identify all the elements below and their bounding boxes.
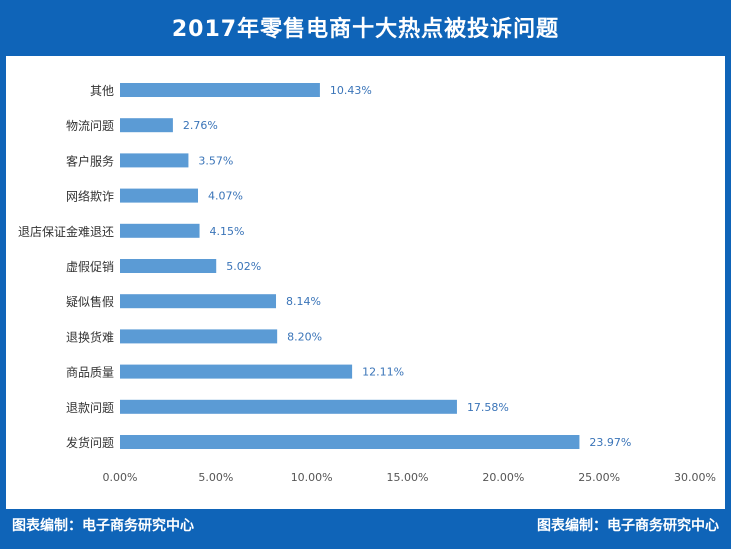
data-label: 10.43% bbox=[330, 84, 372, 97]
data-label: 5.02% bbox=[226, 260, 261, 273]
category-label: 物流问题 bbox=[66, 119, 114, 133]
chart-title: 2017年零售电商十大热点被投诉问题 bbox=[171, 17, 560, 42]
bar bbox=[120, 435, 580, 449]
data-label: 4.07% bbox=[208, 190, 243, 203]
category-label: 退款问题 bbox=[66, 401, 114, 415]
bar bbox=[120, 329, 278, 344]
bar bbox=[120, 223, 200, 238]
x-tick-label: 15.00% bbox=[387, 471, 429, 484]
data-label: 2.76% bbox=[183, 119, 218, 132]
bar bbox=[120, 118, 173, 133]
bar-chart: 其他 10.43% 物流问题 2.76% 客户服务 3.57% 网络欺诈 4.07% 退店保证金… bbox=[18, 83, 716, 484]
data-label: 12.11% bbox=[362, 366, 404, 379]
data-label: 4.15% bbox=[210, 225, 245, 238]
footer-credit-right: 图表编制：电子商务研究中心 bbox=[537, 518, 719, 534]
x-tick-label: 10.00% bbox=[291, 471, 333, 484]
category-label: 客户服务 bbox=[66, 153, 114, 168]
x-tick-label: 25.00% bbox=[578, 471, 620, 484]
data-label: 17.58% bbox=[467, 401, 509, 414]
x-tick-label: 20.00% bbox=[482, 471, 524, 484]
bar bbox=[120, 188, 199, 203]
category-label: 发货问题 bbox=[66, 435, 114, 450]
bar bbox=[120, 83, 320, 97]
footer-credit-left: 图表编制：电子商务研究中心 bbox=[12, 518, 194, 534]
category-label: 退换货难 bbox=[66, 329, 114, 344]
plot-area: 其他 10.43% 物流问题 2.76% 客户服务 3.57% 网络欺诈 4.07% 退店保证金… bbox=[6, 56, 725, 509]
bar bbox=[120, 153, 189, 168]
category-label: 虚假促销 bbox=[66, 260, 114, 274]
footer-bar: 图表编制：电子商务研究中心 图表编制：电子商务研究中心 bbox=[0, 509, 731, 549]
data-label: 3.57% bbox=[198, 154, 233, 167]
category-label: 疑似售假 bbox=[66, 294, 114, 309]
x-tick-label: 5.00% bbox=[198, 471, 233, 484]
category-label: 其他 bbox=[90, 84, 114, 98]
data-label: 8.14% bbox=[286, 295, 321, 308]
bar bbox=[120, 399, 457, 414]
x-tick-label: 0.00% bbox=[103, 471, 138, 484]
bar bbox=[120, 364, 353, 379]
data-label: 23.97% bbox=[589, 436, 631, 449]
category-label: 网络欺诈 bbox=[66, 189, 114, 204]
data-label: 8.20% bbox=[287, 330, 322, 343]
bar bbox=[120, 259, 217, 273]
category-label: 商品质量 bbox=[66, 365, 114, 380]
category-label: 退店保证金难退还 bbox=[18, 224, 114, 239]
bar bbox=[120, 294, 277, 309]
x-tick-label: 30.00% bbox=[674, 471, 716, 484]
